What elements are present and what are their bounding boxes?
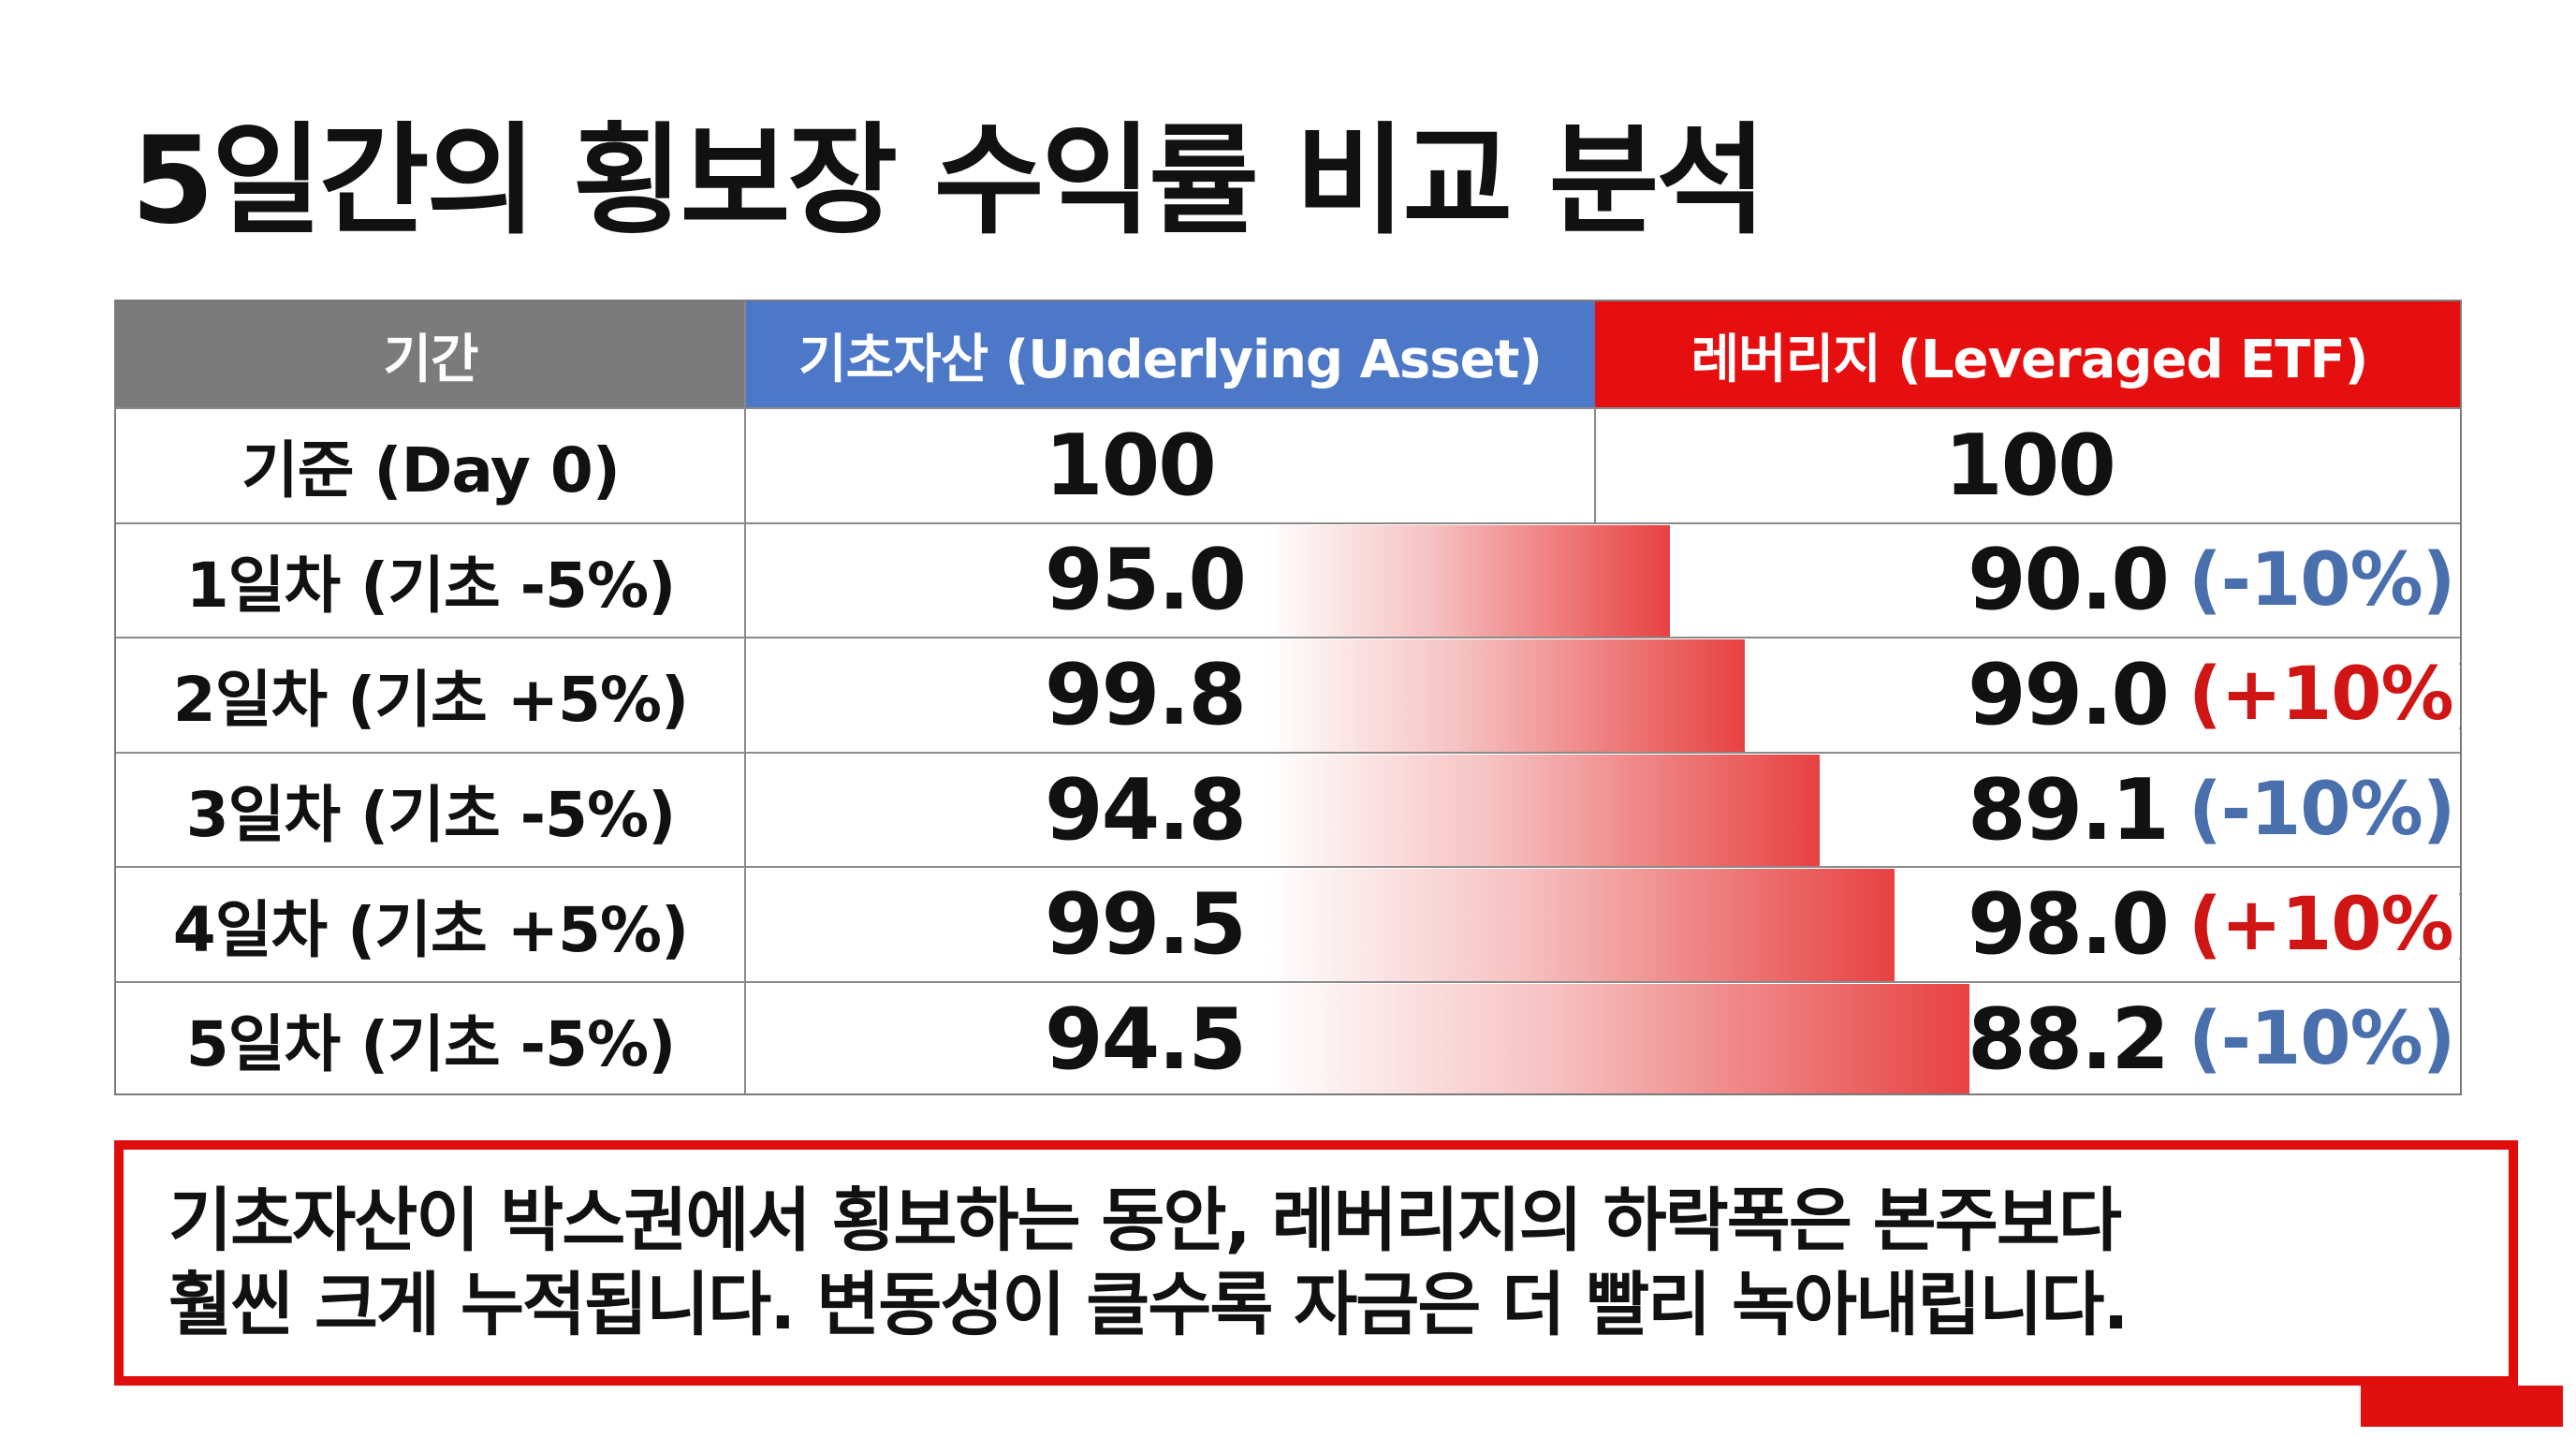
row-divider [116,407,2460,409]
table-row: 3일차 (기초 -5%) 94.8 89.1 (-10%) [116,753,2460,868]
underlying-value: 99.8 [1045,645,1247,744]
callout-line-2: 훨씬 크게 누적됩니다. 변동성이 클수록 자금은 더 빨리 녹아내립니다. [168,1265,2130,1345]
table-row: 5일차 (기초 -5%) 94.5 88.2 (-10%) [116,982,2460,1093]
change-percent: (-10%) [2188,537,2455,623]
row-divider [116,637,2460,639]
decline-gradient-bar [1267,869,1895,982]
leveraged-cell: 90.0 (-10%) [1967,523,2455,638]
leveraged-cell: 99.0 (+10%) [1967,638,2462,753]
period-cell: 기준 (Day 0) [242,434,621,507]
header-underlying: 기초자산 (Underlying Asset) [745,301,1595,408]
change-percent: (-10%) [2188,768,2455,853]
period-cell: 2일차 (기초 +5%) [172,664,689,737]
callout-line-1: 기초자산이 박스권에서 횡보하는 동안, 레버리지의 하락폭은 본주보다 [168,1180,2122,1261]
row-divider [116,981,2460,983]
table-row: 1일차 (기초 -5%) 95.0 90.0 (-10%) [116,523,2460,638]
row-divider [116,866,2460,869]
header-leveraged: 레버리지 (Leveraged ETF) [1595,301,2460,408]
table-row: 4일차 (기초 +5%) 99.5 98.0 (+10%) [116,867,2460,982]
leveraged-value: 100 [1944,416,2116,515]
underlying-value: 95.0 [1045,531,1247,630]
leveraged-value: 89.1 [1967,760,2170,859]
decline-gradient-bar [1267,984,1969,1093]
underlying-value: 99.5 [1045,875,1247,975]
decline-gradient-bar [1267,639,1745,753]
period-cell: 5일차 (기초 -5%) [185,1008,677,1081]
change-percent: (-10%) [2188,997,2455,1082]
leveraged-value: 90.0 [1967,531,2170,630]
table-row: 2일차 (기초 +5%) 99.8 99.0 (+10%) [116,638,2460,753]
table-header-row: 기간 기초자산 (Underlying Asset) 레버리지 (Leverag… [116,301,2460,408]
page-title: 5일간의 횡보장 수익률 비교 분석 [131,111,1766,251]
table-row-base: 기준 (Day 0) 100 100 [116,408,2460,523]
summary-callout: 기초자산이 박스권에서 횡보하는 동안, 레버리지의 하락폭은 본주보다 훨씬 … [114,1140,2518,1386]
leveraged-value: 88.2 [1967,990,2170,1089]
decline-gradient-bar [1267,524,1670,638]
period-cell: 1일차 (기초 -5%) [185,549,677,622]
corner-accent [2361,1386,2563,1427]
header-period: 기간 [116,301,745,408]
leveraged-value: 99.0 [1967,645,2170,744]
underlying-value: 100 [1045,416,1217,515]
column-divider [1594,408,1596,523]
leveraged-cell: 88.2 (-10%) [1967,982,2455,1093]
period-cell: 3일차 (기초 -5%) [185,779,677,852]
leveraged-cell: 89.1 (-10%) [1967,753,2455,868]
decline-gradient-bar [1267,754,1820,868]
period-cell: 4일차 (기초 +5%) [172,893,689,966]
change-percent: (+10%) [2188,653,2462,738]
row-divider [116,751,2460,754]
leveraged-cell: 98.0 (+10%) [1967,867,2462,982]
leveraged-value: 98.0 [1967,875,2170,975]
row-divider [116,521,2460,524]
change-percent: (+10%) [2188,882,2462,967]
comparison-table: 기간 기초자산 (Underlying Asset) 레버리지 (Leverag… [114,300,2462,1095]
underlying-value: 94.5 [1045,990,1247,1089]
column-divider [744,301,746,1093]
underlying-value: 94.8 [1045,760,1247,859]
